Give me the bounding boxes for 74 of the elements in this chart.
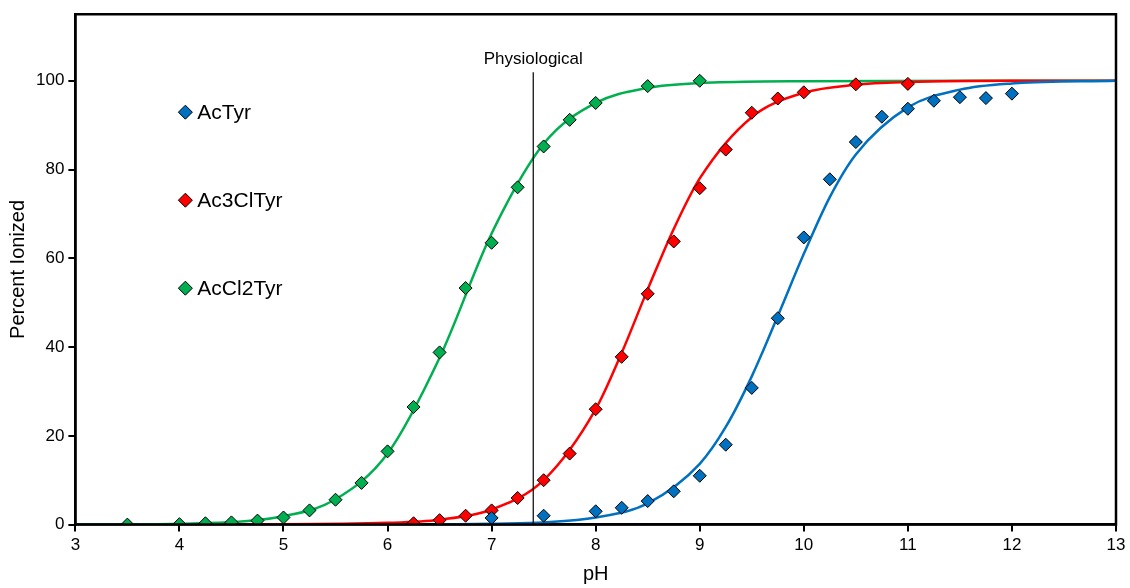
y-axis-title: Percent Ionized <box>5 199 28 339</box>
point <box>614 349 629 364</box>
point <box>692 73 707 88</box>
point <box>484 235 499 250</box>
point <box>848 135 863 150</box>
point <box>744 105 759 120</box>
x-axis-title: pH <box>582 561 609 584</box>
point <box>692 468 707 483</box>
legend-label: Ac3ClTyr <box>197 188 283 211</box>
ref-line-label: Physiological <box>483 49 583 69</box>
point <box>380 444 395 459</box>
point <box>796 85 811 100</box>
point <box>614 500 629 515</box>
point <box>692 181 707 196</box>
point <box>536 139 551 154</box>
point <box>666 484 681 499</box>
x-tick-label: 12 <box>1002 535 1022 555</box>
y-tick-label: 100 <box>35 70 65 90</box>
point <box>822 172 837 187</box>
point <box>250 513 265 525</box>
point <box>588 504 603 519</box>
point <box>744 380 759 395</box>
point <box>328 492 343 507</box>
y-tick-label: 40 <box>45 336 65 356</box>
point <box>640 79 655 94</box>
point <box>640 286 655 301</box>
x-tick-label: 9 <box>695 535 705 555</box>
x-tick-label: 11 <box>899 535 917 555</box>
point <box>770 91 785 106</box>
point <box>510 490 525 505</box>
x-tick-label: 6 <box>382 535 393 555</box>
point <box>510 180 525 195</box>
legend-label: AcTyr <box>197 100 252 123</box>
legend-label: AcCl2Tyr <box>197 276 283 299</box>
point <box>458 508 473 523</box>
point <box>406 399 421 414</box>
point <box>484 510 499 525</box>
x-tick-label: 4 <box>174 535 185 555</box>
point <box>588 402 603 417</box>
point <box>588 95 603 110</box>
point <box>640 494 655 509</box>
point <box>1004 86 1019 101</box>
x-tick-label: 8 <box>590 535 601 555</box>
x-tick-label: 7 <box>486 535 497 555</box>
point <box>848 77 863 92</box>
point <box>900 76 915 91</box>
point <box>354 475 369 490</box>
point <box>432 513 447 525</box>
x-tick-label: 13 <box>1106 535 1126 555</box>
point <box>978 91 993 106</box>
x-tick-label: 5 <box>278 535 289 555</box>
point <box>952 90 967 105</box>
point <box>302 503 317 518</box>
y-tick-label: 80 <box>45 159 65 179</box>
point <box>900 101 915 116</box>
point <box>770 311 785 326</box>
x-tick-label: 10 <box>794 535 814 555</box>
point <box>874 109 889 124</box>
point <box>536 508 551 523</box>
point <box>562 446 577 461</box>
point <box>276 510 291 525</box>
point <box>796 230 811 245</box>
point <box>562 112 577 127</box>
point <box>458 281 473 296</box>
y-tick-label: 60 <box>45 247 65 267</box>
x-tick-label: 3 <box>70 535 81 555</box>
point <box>666 234 681 249</box>
point <box>432 345 447 360</box>
y-tick-label: 20 <box>45 425 65 445</box>
point <box>536 473 551 488</box>
y-tick-label: 0 <box>54 514 65 534</box>
point <box>718 437 733 452</box>
point <box>926 93 941 108</box>
point <box>718 142 733 157</box>
